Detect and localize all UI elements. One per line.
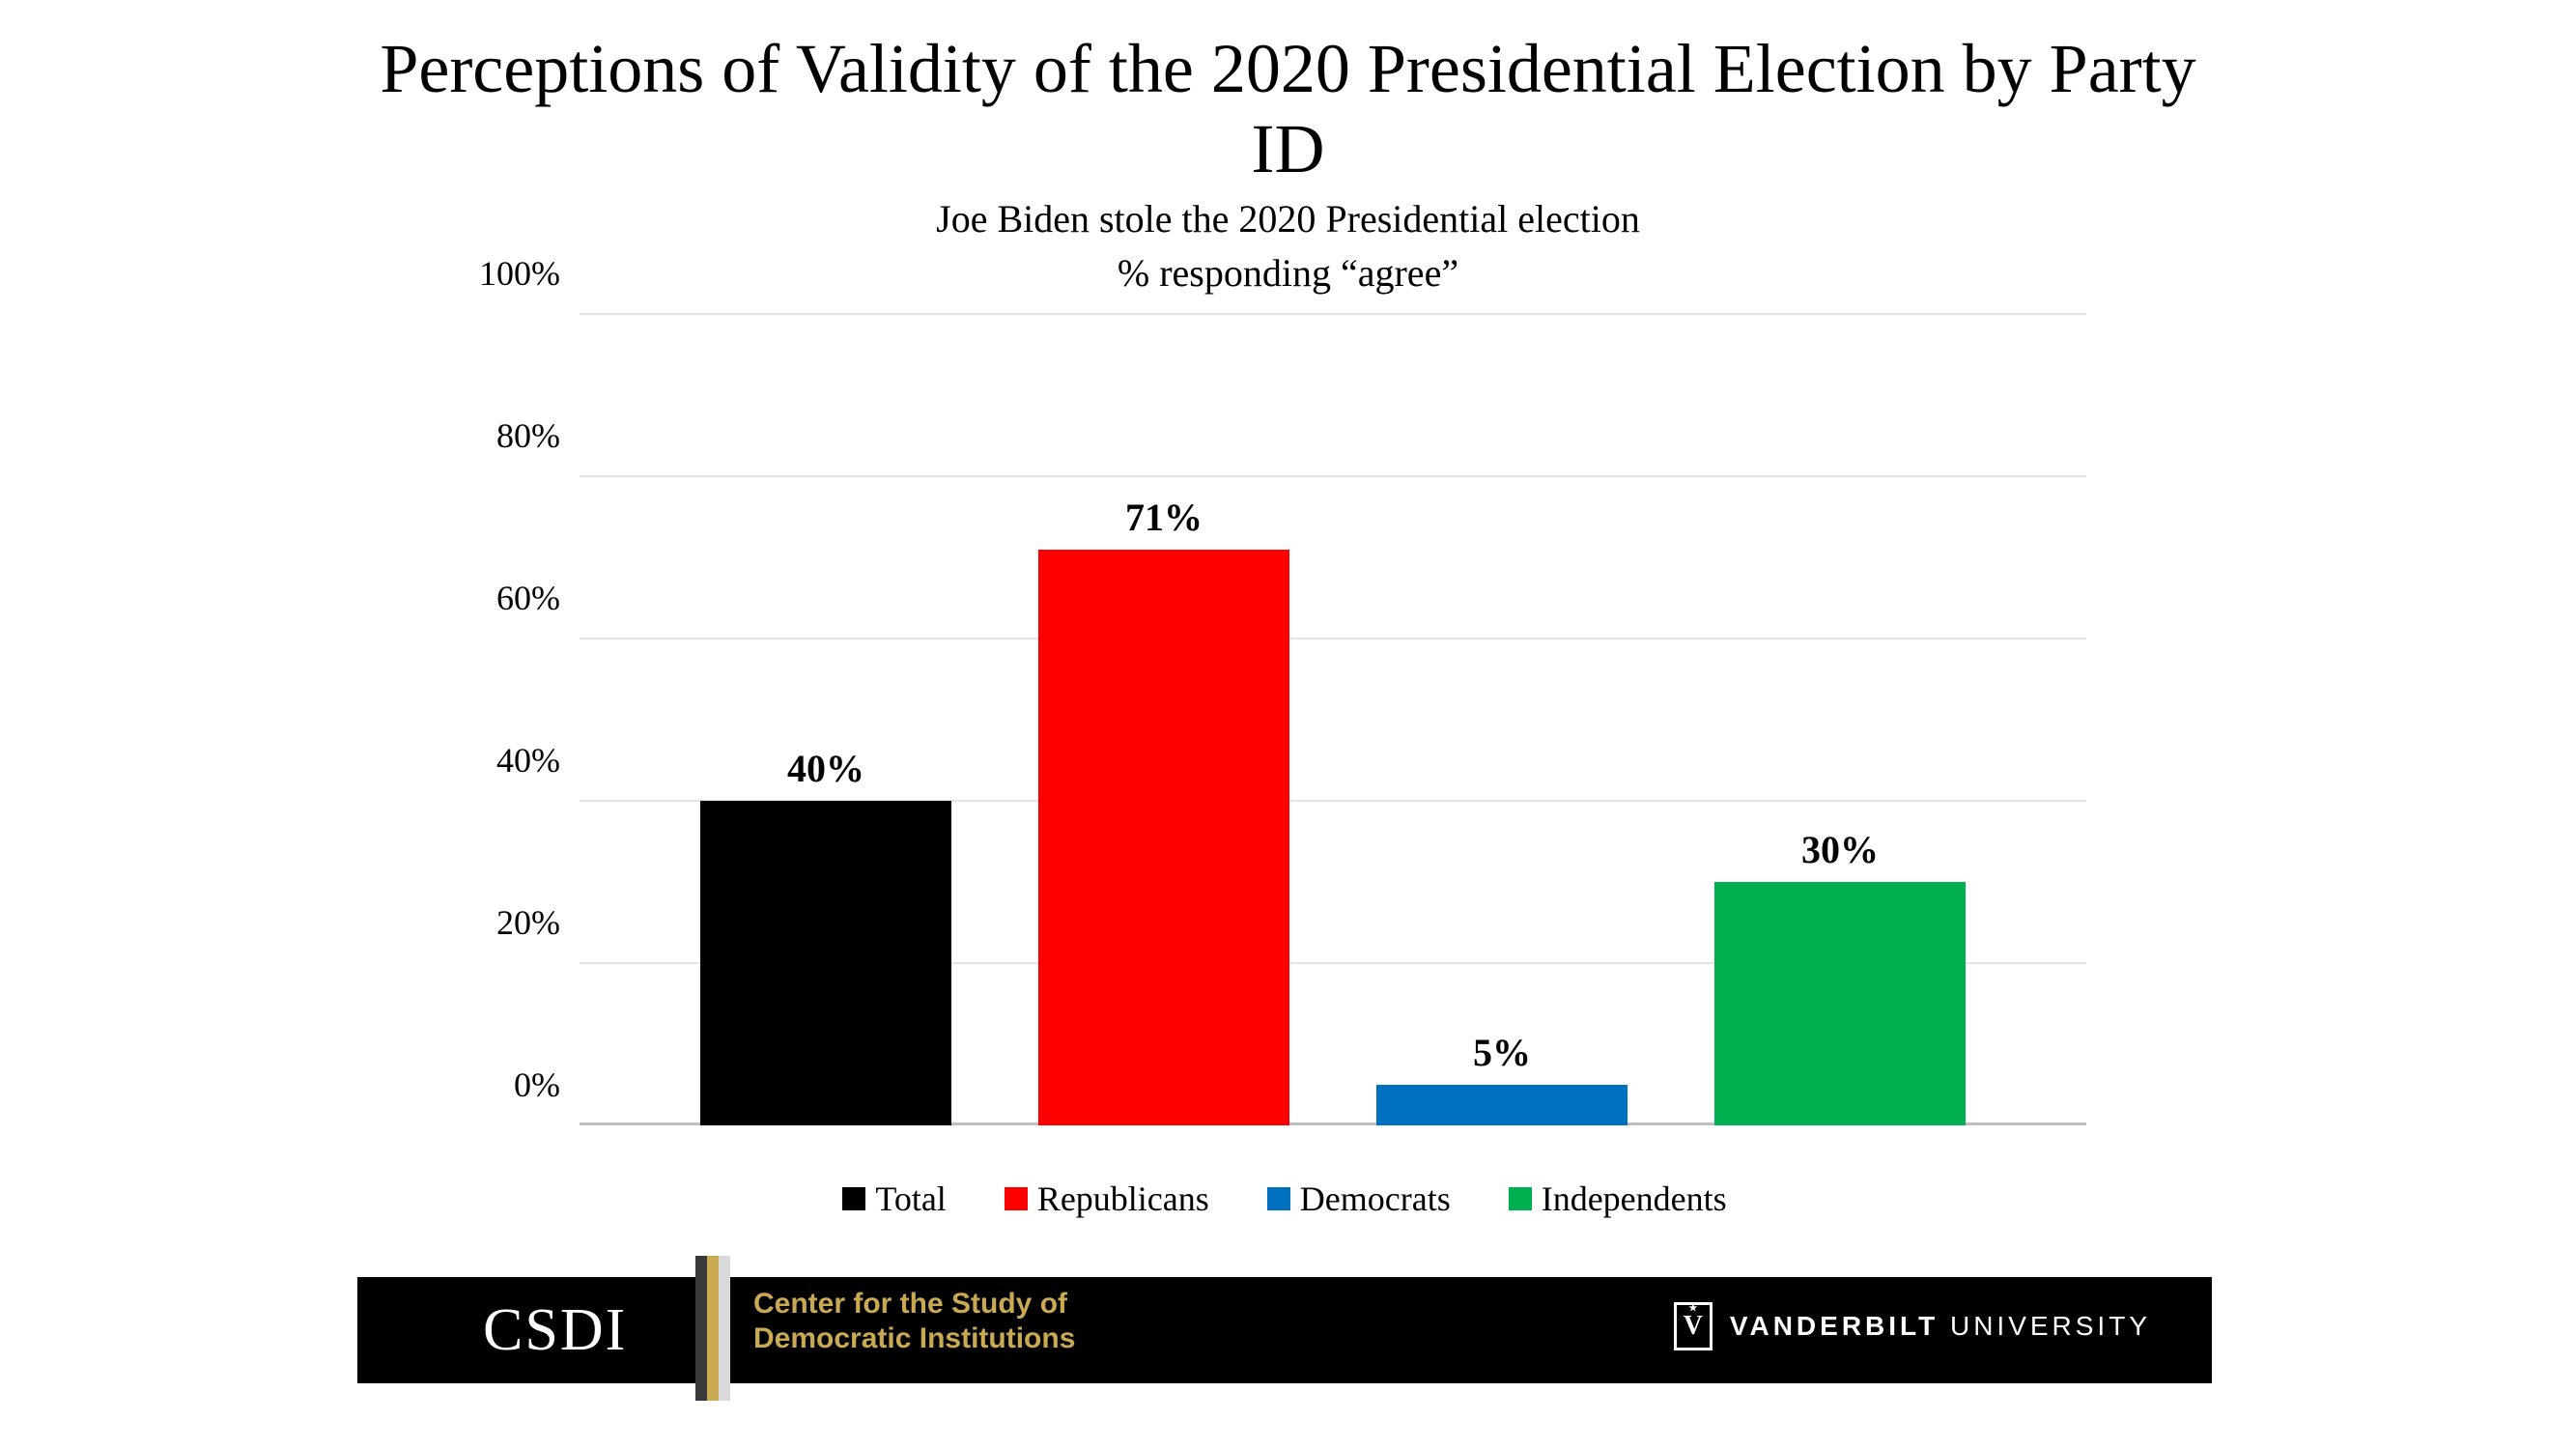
vanderbilt-text: VANDERBILT UNIVERSITY [1730,1311,2151,1342]
bar-slot: 40% [657,314,995,1125]
bar-total: 40% [700,801,951,1125]
legend-item: Democrats [1267,1179,1451,1219]
bar-value-label: 40% [787,746,864,791]
gold-bar-icon [707,1256,719,1401]
legend-swatch-icon [1005,1187,1028,1210]
bar-value-label: 30% [1801,827,1879,872]
bar-slot: 30% [1671,314,2009,1125]
chart-subtitle-2: % responding “agree” [0,249,2576,298]
legend-label: Democrats [1300,1179,1451,1219]
y-tick-label: 100% [425,253,560,294]
y-tick-label: 60% [425,578,560,618]
bar-value-label: 5% [1473,1030,1531,1075]
legend-label: Republicans [1037,1179,1209,1219]
bar-independents: 30% [1714,882,1966,1125]
legend-item: Republicans [1005,1179,1209,1219]
y-tick-label: 80% [425,415,560,456]
bar-value-label: 71% [1125,495,1203,540]
legend-swatch-icon [1267,1187,1290,1210]
gold-bar-icon [719,1256,730,1401]
legend: Total Republicans Democrats Independents [464,1179,2106,1219]
plot-region: 0%20%40%60%80%100%40%71%5%30% [580,314,2086,1125]
csdi-acronym: CSDI [483,1296,627,1365]
y-tick-label: 0% [425,1065,560,1105]
chart-title: Perceptions of Validity of the 2020 Pres… [0,29,2576,189]
legend-label: Independents [1542,1179,1727,1219]
legend-item: Independents [1509,1179,1727,1219]
csdi-gold-bars-icon [695,1256,730,1401]
csdi-full-name: Center for the Study of Democratic Insti… [753,1287,1075,1356]
bar-republicans: 71% [1038,550,1289,1125]
legend-swatch-icon [1509,1187,1532,1210]
vanderbilt-shield-icon: V [1674,1302,1713,1350]
bar-slot: 71% [995,314,1333,1125]
legend-item: Total [842,1179,946,1219]
y-tick-label: 40% [425,740,560,781]
y-tick-label: 20% [425,902,560,943]
legend-swatch-icon [842,1187,865,1210]
legend-label: Total [875,1179,946,1219]
title-block: Perceptions of Validity of the 2020 Pres… [0,0,2576,298]
csdi-line-2: Democratic Institutions [753,1321,1075,1356]
csdi-line-1: Center for the Study of [753,1287,1075,1321]
chart-subtitle-1: Joe Biden stole the 2020 Presidential el… [0,195,2576,243]
vanderbilt-light: UNIVERSITY [1939,1311,2151,1341]
vanderbilt-bold: VANDERBILT [1730,1311,1939,1341]
bar-slot: 5% [1333,314,1671,1125]
bar-democrats: 5% [1376,1085,1628,1125]
chart-area: 0%20%40%60%80%100%40%71%5%30% [464,295,2106,1174]
bars-container: 40% 71% 5% 30% [580,314,2086,1125]
vanderbilt-logo: V VANDERBILT UNIVERSITY [1674,1302,2151,1350]
gold-bar-icon [695,1256,707,1401]
csdi-logo: CSDI [357,1296,627,1365]
